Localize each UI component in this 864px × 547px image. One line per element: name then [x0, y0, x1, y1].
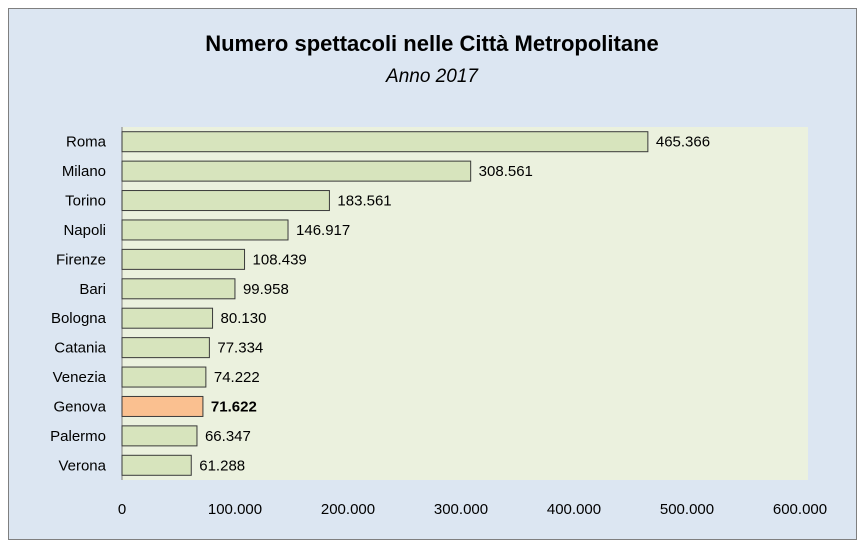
data-label: 66.347	[205, 428, 251, 445]
y-tick-label: Bari	[79, 281, 106, 298]
x-tick-label: 400.000	[547, 501, 601, 518]
x-tick-label: 200.000	[321, 501, 375, 518]
y-tick-label: Napoli	[63, 222, 106, 239]
data-label: 465.366	[656, 134, 710, 151]
y-tick-label: Milano	[62, 163, 106, 180]
bar	[121, 160, 472, 182]
y-tick-label: Verona	[58, 457, 106, 474]
y-tick-label: Venezia	[53, 369, 107, 386]
data-label: 99.958	[243, 281, 289, 298]
x-tick-label: 500.000	[660, 501, 714, 518]
bar	[121, 219, 289, 241]
bar	[121, 278, 236, 300]
bar	[121, 395, 204, 417]
y-tick-label: Palermo	[50, 428, 106, 445]
x-tick-label: 0	[118, 501, 126, 518]
data-label: 61.288	[199, 457, 245, 474]
y-tick-label: Torino	[65, 193, 106, 210]
data-label: 77.334	[217, 340, 263, 357]
plot-area	[122, 127, 808, 480]
y-tick-label: Roma	[66, 134, 107, 151]
bar	[121, 337, 210, 359]
y-tick-label: Catania	[54, 340, 106, 357]
bar	[121, 248, 246, 270]
y-tick-label: Bologna	[51, 310, 107, 327]
bar	[121, 454, 192, 476]
x-tick-label: 300.000	[434, 501, 488, 518]
bar	[121, 131, 649, 153]
x-tick-label: 100.000	[208, 501, 262, 518]
data-label: 146.917	[296, 222, 350, 239]
data-label: 74.222	[214, 369, 260, 386]
chart-title: Numero spettacoli nelle Città Metropolit…	[205, 31, 659, 56]
data-label: 183.561	[337, 193, 391, 210]
data-label: 108.439	[253, 251, 307, 268]
bar	[121, 307, 214, 329]
bar	[121, 425, 198, 447]
x-tick-label: 600.000	[773, 501, 827, 518]
data-label: 71.622	[211, 398, 257, 415]
data-label: 308.561	[479, 163, 533, 180]
bar	[121, 366, 207, 388]
data-label: 80.130	[221, 310, 267, 327]
bar	[121, 190, 330, 212]
y-tick-label: Genova	[53, 398, 106, 415]
y-tick-label: Firenze	[56, 251, 106, 268]
chart-subtitle: Anno 2017	[385, 66, 479, 87]
